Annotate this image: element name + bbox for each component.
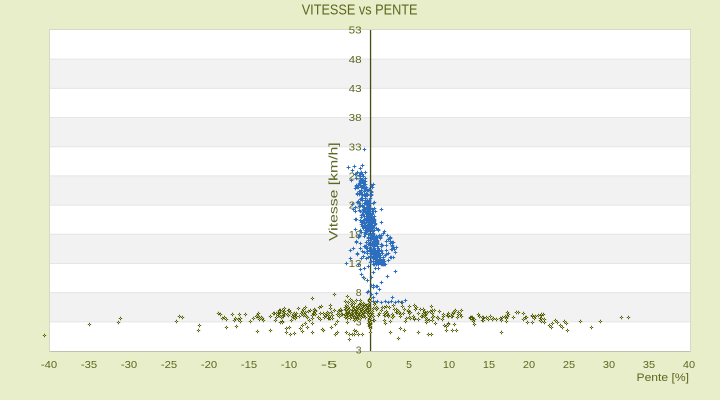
svg-text:20: 20 <box>523 359 535 371</box>
svg-text:0: 0 <box>366 359 372 371</box>
svg-text:3: 3 <box>356 344 362 356</box>
svg-text:53: 53 <box>349 25 362 37</box>
svg-text:VITESSE vs PENTE: VITESSE vs PENTE <box>302 2 418 18</box>
svg-text:15: 15 <box>483 359 495 371</box>
svg-text:-25: -25 <box>161 359 177 371</box>
svg-text:43: 43 <box>349 83 362 95</box>
svg-text:30: 30 <box>603 359 615 371</box>
svg-text:-35: -35 <box>81 359 97 371</box>
svg-text:48: 48 <box>349 54 362 66</box>
svg-text:5: 5 <box>406 359 412 371</box>
svg-text:Vitesse [km/h]: Vitesse [km/h] <box>328 142 340 241</box>
svg-text:-10: -10 <box>281 359 297 371</box>
svg-text:-30: -30 <box>121 359 137 371</box>
svg-text:8: 8 <box>356 287 362 299</box>
svg-text:25: 25 <box>563 359 575 371</box>
svg-text:3: 3 <box>356 316 362 328</box>
svg-text:Pente [%]: Pente [%] <box>637 372 690 384</box>
svg-text:10: 10 <box>443 359 455 371</box>
svg-text:35: 35 <box>643 359 655 371</box>
svg-text:40: 40 <box>683 359 695 371</box>
svg-text:-40: -40 <box>41 359 57 371</box>
svg-text:38: 38 <box>349 112 362 124</box>
svg-text:33: 33 <box>349 141 362 153</box>
svg-text:-20: -20 <box>201 359 217 371</box>
svg-text:-15: -15 <box>241 359 257 371</box>
svg-text:13: 13 <box>349 258 362 270</box>
svg-text:-5: -5 <box>321 359 338 371</box>
